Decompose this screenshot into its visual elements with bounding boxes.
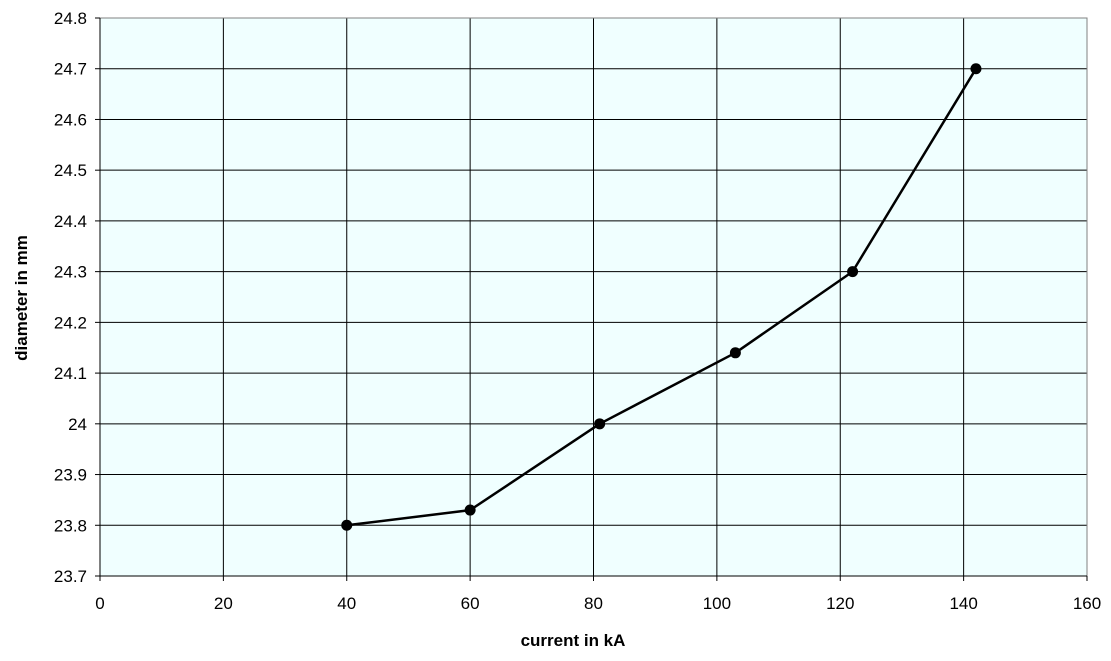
y-tick-label: 24.2 xyxy=(54,313,87,332)
x-axis-ticks: 0 20 40 60 80 100 120 140 160 xyxy=(95,575,1101,613)
x-tick-label: 60 xyxy=(461,594,480,613)
y-tick-label: 24.4 xyxy=(54,212,87,231)
data-point xyxy=(464,504,476,516)
y-tick-label: 24.5 xyxy=(54,161,87,180)
y-tick-label: 24 xyxy=(68,415,87,434)
series-line xyxy=(346,68,978,527)
data-point xyxy=(729,347,741,359)
data-point xyxy=(594,418,606,430)
data-point xyxy=(341,519,353,531)
y-tick-label: 24.1 xyxy=(54,364,87,383)
series-layer xyxy=(341,63,982,531)
x-tick-label: 100 xyxy=(703,594,731,613)
y-tick-label: 24.3 xyxy=(54,263,87,282)
x-axis-title: current in kA xyxy=(521,631,626,650)
data-point xyxy=(847,266,859,278)
y-tick-label: 24.7 xyxy=(54,60,87,79)
x-tick-label: 40 xyxy=(337,594,356,613)
data-point xyxy=(970,63,982,75)
x-tick-label: 0 xyxy=(95,594,104,613)
x-tick-label: 20 xyxy=(214,594,233,613)
x-tick-label: 120 xyxy=(826,594,854,613)
y-axis-title: diameter in mm xyxy=(12,235,31,361)
y-tick-label: 24.6 xyxy=(54,110,87,129)
y-axis-ticks: 23.7 23.8 23.9 24 24.1 24.2 24.3 24.4 24.5 24.6 24… xyxy=(54,9,101,586)
y-tick-label: 23.8 xyxy=(54,516,87,535)
y-tick-label: 24.8 xyxy=(54,9,87,28)
x-tick-label: 140 xyxy=(949,594,977,613)
gridlines xyxy=(100,18,1087,576)
y-tick-label: 23.9 xyxy=(54,466,87,485)
x-tick-label: 80 xyxy=(584,594,603,613)
x-tick-label: 160 xyxy=(1073,594,1101,613)
y-tick-label: 23.7 xyxy=(54,567,87,586)
